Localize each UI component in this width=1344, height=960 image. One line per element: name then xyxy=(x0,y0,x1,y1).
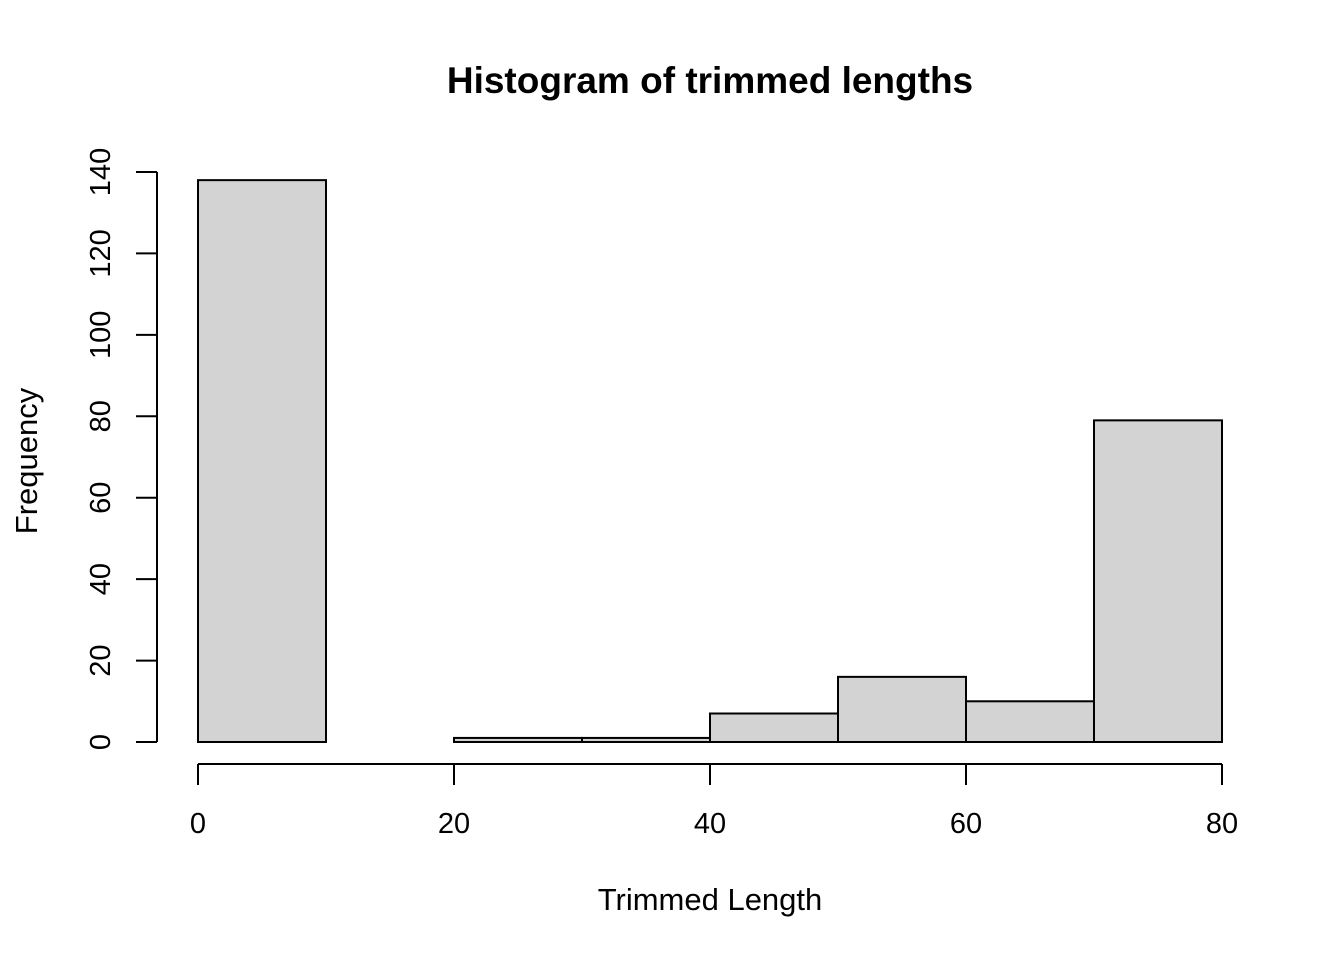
y-tick-label: 80 xyxy=(85,400,117,432)
histogram-bar xyxy=(709,712,839,743)
y-axis-label: Frequency xyxy=(9,387,44,534)
histogram-bar xyxy=(197,179,327,743)
chart-title: Histogram of trimmed lengths xyxy=(447,60,973,101)
y-tick-label: 60 xyxy=(85,482,117,514)
histogram-bar xyxy=(453,736,583,744)
histogram-bar xyxy=(965,700,1095,743)
y-axis: 0 20 40 60 80 100 120 140 xyxy=(85,148,158,750)
x-tick-label: 20 xyxy=(438,808,470,840)
y-tick-label: 20 xyxy=(85,644,117,676)
histogram-bar xyxy=(837,675,967,743)
bars-group xyxy=(197,179,1223,744)
y-tick-label: 140 xyxy=(85,148,117,196)
y-tick-label: 0 xyxy=(85,734,117,750)
x-tick-label: 0 xyxy=(190,808,206,840)
x-axis-label: Trimmed Length xyxy=(598,882,823,917)
x-tick-label: 80 xyxy=(1206,808,1238,840)
y-tick-label: 120 xyxy=(85,229,117,277)
x-tick-label: 60 xyxy=(950,808,982,840)
histogram-bar xyxy=(581,736,711,744)
x-axis: 0 20 40 60 80 xyxy=(190,763,1238,840)
y-tick-label: 100 xyxy=(85,311,117,359)
histogram-bar xyxy=(1093,419,1223,743)
x-tick-label: 40 xyxy=(694,808,726,840)
y-tick-label: 40 xyxy=(85,563,117,595)
